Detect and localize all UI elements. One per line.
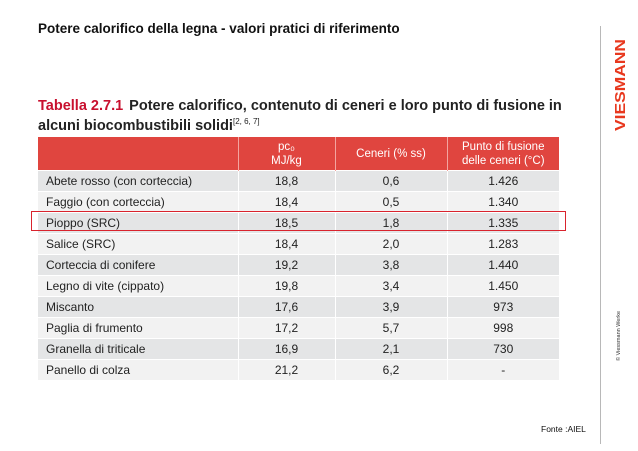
table-row: Miscanto 17,6 3,9 973 bbox=[38, 296, 559, 318]
cell-material: Paglia di frumento bbox=[38, 317, 238, 339]
table-row: Paglia di frumento 17,2 5,7 998 bbox=[38, 317, 559, 339]
table-row: Legno di vite (cippato) 19,8 3,4 1.450 bbox=[38, 275, 559, 297]
header-melting-point-line1: Punto di fusione bbox=[462, 140, 545, 153]
table-row: Panello di colza 21,2 6,2- bbox=[38, 359, 559, 380]
vertical-divider bbox=[600, 26, 601, 444]
cell-ash: 2,0 bbox=[334, 233, 447, 255]
cell-material: Panello di colza bbox=[38, 359, 238, 380]
table-row: Corteccia di conifere 19,2 3,8 1.440 bbox=[38, 254, 559, 276]
table-caption: Tabella 2.7.1 Potere calorifico, contenut… bbox=[38, 98, 568, 134]
cell-melting-point: - bbox=[446, 359, 559, 380]
cell-calorific-value: 18,8 bbox=[237, 170, 335, 192]
cell-ash: 2,1 bbox=[334, 338, 447, 360]
cell-ash: 1,8 bbox=[334, 212, 447, 234]
table-row: Faggio (con corteccia) 18,4 0,5 1.340 bbox=[38, 191, 559, 213]
cell-melting-point: 998 bbox=[446, 317, 559, 339]
cell-melting-point: 1.450 bbox=[446, 275, 559, 297]
table-row: Abete rosso (con corteccia) 18,8 0,6 1.426 bbox=[38, 170, 559, 192]
header-material bbox=[38, 137, 238, 171]
cell-melting-point: 1.340 bbox=[446, 191, 559, 213]
data-table: pc₀ MJ/kg Ceneri (% ss) Punto di fusione… bbox=[38, 137, 559, 380]
header-melting-point: Punto di fusione delle ceneri (°C) bbox=[446, 137, 559, 171]
cell-melting-point: 1.426 bbox=[446, 170, 559, 192]
viessmann-logo: VIESMANN bbox=[612, 39, 629, 131]
table-caption-prefix: Tabella 2.7.1 bbox=[38, 98, 124, 114]
slide-title: Potere calorifico della legna - valori p… bbox=[38, 21, 400, 36]
cell-calorific-value: 16,9 bbox=[237, 338, 335, 360]
copyright-text: © Viessmann Werke bbox=[615, 311, 622, 361]
cell-material: Corteccia di conifere bbox=[38, 254, 238, 276]
cell-material: Legno di vite (cippato) bbox=[38, 275, 238, 297]
cell-calorific-value: 19,8 bbox=[237, 275, 335, 297]
cell-material: Pioppo (SRC) bbox=[38, 212, 238, 234]
data-table-container: pc₀ MJ/kg Ceneri (% ss) Punto di fusione… bbox=[38, 137, 559, 380]
header-melting-point-line2: delle ceneri (°C) bbox=[461, 154, 545, 167]
cell-ash: 0,5 bbox=[334, 191, 447, 213]
cell-ash: 5,7 bbox=[334, 317, 447, 339]
viessmann-logo-text: VIESMANN bbox=[612, 39, 629, 131]
cell-material: Abete rosso (con corteccia) bbox=[38, 170, 238, 192]
table-caption-refs: [2, 6, 7] bbox=[232, 117, 260, 126]
cell-ash: 6,2 bbox=[334, 359, 447, 380]
cell-material: Faggio (con corteccia) bbox=[38, 191, 238, 213]
cell-material: Miscanto bbox=[38, 296, 238, 318]
cell-ash: 3,9 bbox=[334, 296, 447, 318]
cell-calorific-value: 19,2 bbox=[237, 254, 335, 276]
cell-material: Granella di triticale bbox=[38, 338, 238, 360]
header-calorific-value-unit: MJ/kg bbox=[271, 154, 302, 167]
cell-calorific-value: 18,4 bbox=[237, 233, 335, 255]
source-note: Fonte :AIEL bbox=[541, 424, 586, 434]
cell-ash: 3,4 bbox=[334, 275, 447, 297]
copyright-notice: © Viessmann Werke bbox=[615, 311, 622, 361]
cell-melting-point: 1.440 bbox=[446, 254, 559, 276]
table-row: Salice (SRC) 18,4 2,0 1.283 bbox=[38, 233, 559, 255]
cell-calorific-value: 18,4 bbox=[237, 191, 335, 213]
cell-melting-point: 730 bbox=[446, 338, 559, 360]
cell-ash: 3,8 bbox=[334, 254, 447, 276]
cell-material: Salice (SRC) bbox=[38, 233, 238, 255]
header-calorific-value-symbol: pc₀ bbox=[278, 140, 295, 153]
header-calorific-value: pc₀ MJ/kg bbox=[237, 137, 335, 171]
cell-ash: 0,6 bbox=[334, 170, 447, 192]
cell-calorific-value: 18,5 bbox=[237, 212, 335, 234]
cell-melting-point: 1.335 bbox=[446, 212, 559, 234]
cell-calorific-value: 17,6 bbox=[237, 296, 335, 318]
cell-melting-point: 1.283 bbox=[446, 233, 559, 255]
cell-calorific-value: 17,2 bbox=[237, 317, 335, 339]
cell-melting-point: 973 bbox=[446, 296, 559, 318]
header-ash: Ceneri (% ss) bbox=[334, 137, 447, 171]
table-row: Granella di triticale 16,9 2,1 730 bbox=[38, 338, 559, 360]
cell-calorific-value: 21,2 bbox=[237, 359, 335, 380]
table-caption-text: Potere calorifico, contenuto di ceneri e… bbox=[38, 98, 562, 134]
table-row: Pioppo (SRC) 18,5 1,8 1.335 bbox=[38, 212, 559, 234]
table-header-row: pc₀ MJ/kg Ceneri (% ss) Punto di fusione… bbox=[38, 137, 559, 171]
